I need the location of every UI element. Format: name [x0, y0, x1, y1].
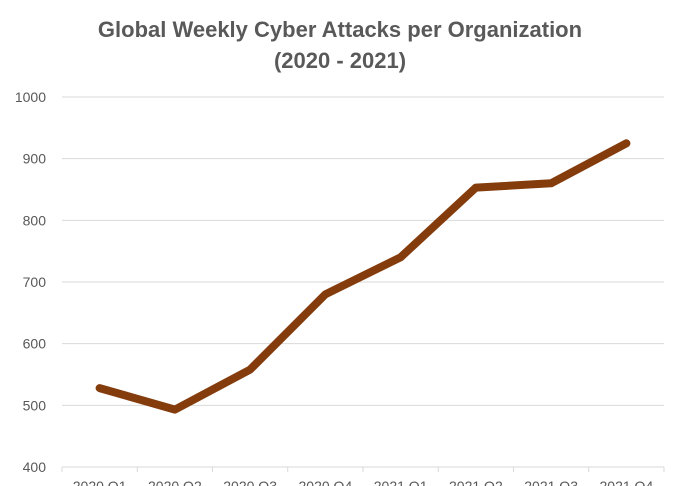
x-tick-label: 2020 Q2	[148, 478, 202, 486]
y-tick-label: 900	[23, 151, 47, 167]
data-point	[171, 406, 179, 414]
y-tick-label: 1000	[15, 89, 46, 105]
data-point	[547, 179, 555, 187]
y-tick-label: 500	[23, 397, 47, 413]
chart-subtitle: (2020 - 2021)	[273, 48, 407, 73]
y-tick-label: 800	[23, 212, 47, 228]
data-point	[96, 384, 104, 392]
x-tick-label: 2021 Q1	[374, 478, 428, 486]
chart-title: Global Weekly Cyber Attacks per Organiza…	[97, 17, 583, 42]
x-tick-label: 2020 Q1	[73, 478, 127, 486]
x-tick-label: 2021 Q3	[524, 478, 578, 486]
x-tick-label: 2020 Q4	[299, 478, 353, 486]
series-line	[95, 139, 631, 414]
data-point	[622, 139, 630, 147]
y-tick-label: 600	[23, 336, 47, 352]
y-tick-label: 400	[23, 459, 47, 475]
data-point	[321, 290, 329, 298]
chart-title-block: Global Weekly Cyber Attacks per Organiza…	[0, 14, 680, 76]
data-point	[397, 253, 405, 261]
x-tick-label: 2020 Q3	[223, 478, 277, 486]
y-tick-label: 700	[23, 274, 47, 290]
data-point	[472, 184, 480, 192]
x-tick-label: 2021 Q2	[449, 478, 503, 486]
data-point	[246, 366, 254, 374]
x-tick-label: 2021 Q4	[600, 478, 654, 486]
